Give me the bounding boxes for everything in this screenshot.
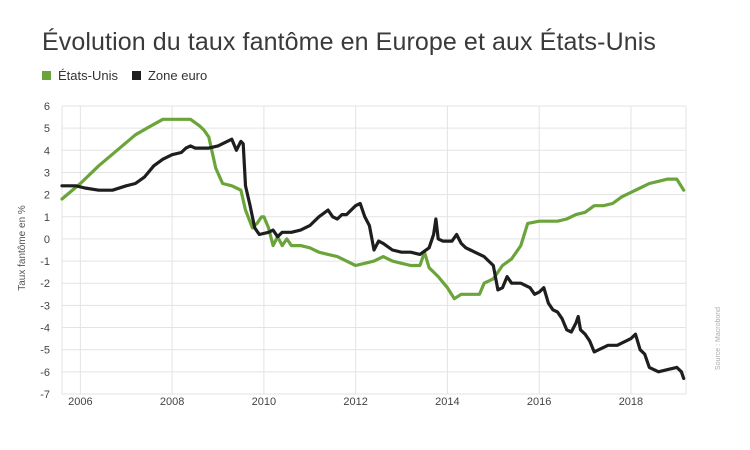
legend-label-us: États-Unis <box>58 68 118 83</box>
y-tick-label: -6 <box>40 367 50 379</box>
y-tick-label: 3 <box>44 167 50 179</box>
x-tick-label: 2008 <box>160 396 184 408</box>
y-tick-label: 2 <box>44 190 50 202</box>
x-tick-label: 2018 <box>619 396 643 408</box>
y-axis-ticks: 6 5 4 3 2 1 0 -1 -2 -3 -4 -5 -6 -7 <box>40 101 50 401</box>
y-tick-label: -5 <box>40 345 50 357</box>
y-tick-label: 4 <box>44 145 50 157</box>
y-tick-label: 6 <box>44 101 50 113</box>
chart-legend: États-Unis Zone euro <box>42 68 221 83</box>
legend-swatch-euro <box>131 71 141 80</box>
y-tick-label: -3 <box>40 300 50 312</box>
source-note: Source : Macrobond <box>715 306 722 370</box>
legend-label-euro: Zone euro <box>147 68 208 83</box>
x-tick-label: 2014 <box>435 396 459 408</box>
chart-grid <box>61 105 687 395</box>
y-tick-label: -1 <box>40 256 50 268</box>
y-tick-label: 5 <box>44 123 50 135</box>
y-tick-label: 1 <box>44 212 50 224</box>
x-tick-label: 2010 <box>252 396 276 408</box>
y-tick-label: -7 <box>40 389 50 401</box>
legend-item-euro: Zone euro <box>131 68 208 83</box>
series-line-euro <box>60 137 686 381</box>
y-axis-label: Taux fantôme en % <box>17 205 28 291</box>
x-tick-label: 2012 <box>343 396 367 408</box>
chart-series <box>60 117 686 381</box>
y-tick-label: -2 <box>40 278 50 290</box>
x-tick-label: 2006 <box>68 396 92 408</box>
chart-title: Évolution du taux fantôme en Europe et a… <box>42 28 656 56</box>
y-tick-label: 0 <box>44 234 50 246</box>
x-axis-ticks: 2006 2008 2010 2012 2014 2016 2018 <box>68 396 643 408</box>
x-tick-label: 2016 <box>527 396 551 408</box>
series-line-us <box>60 117 686 301</box>
legend-item-us: États-Unis <box>42 68 118 83</box>
y-tick-label: -4 <box>40 323 50 335</box>
legend-swatch-us <box>42 71 51 80</box>
